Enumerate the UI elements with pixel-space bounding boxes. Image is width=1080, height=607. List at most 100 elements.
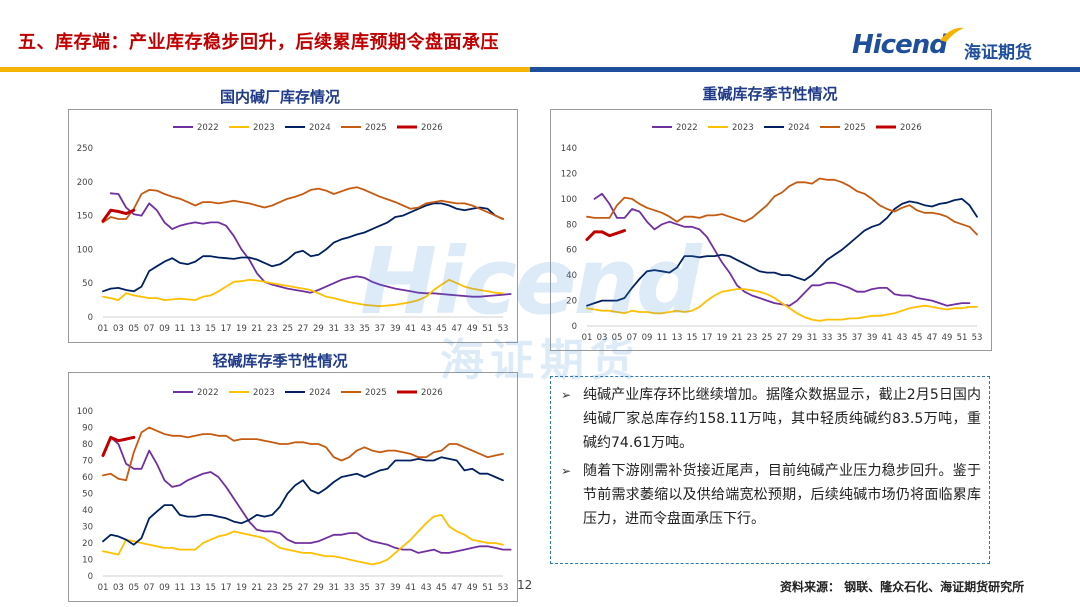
- x-tick-label: 51: [482, 583, 493, 593]
- x-tick-label: 15: [205, 324, 216, 334]
- x-tick-label: 07: [627, 333, 638, 343]
- x-tick-label: 03: [113, 324, 124, 334]
- x-tick-label: 31: [328, 324, 339, 334]
- source-note: 资料来源： 钢联、隆众石化、海证期货研究所: [780, 580, 1025, 594]
- y-tick-label: 100: [77, 407, 93, 417]
- y-tick-label: 100: [77, 245, 93, 255]
- commentary-box: ➢ 纯碱产业库存环比继续增加。据隆众数据显示，截止2月5日国内纯碱厂家总库存约1…: [550, 376, 990, 564]
- x-tick-label: 49: [942, 333, 953, 343]
- series-line-2026: [101, 208, 136, 223]
- x-tick-label: 51: [482, 324, 493, 334]
- y-tick-label: 200: [77, 178, 93, 188]
- chart-title-light: 轻碱库存季节性情况: [212, 352, 348, 370]
- x-tick-label: 19: [236, 324, 247, 334]
- legend-label: 2024: [309, 123, 331, 133]
- x-tick-label: 29: [792, 333, 803, 343]
- x-tick-label: 43: [421, 583, 432, 593]
- x-tick-label: 21: [251, 583, 262, 593]
- x-tick-label: 09: [159, 324, 170, 334]
- x-tick-label: 35: [359, 583, 370, 593]
- x-tick-label: 25: [282, 324, 293, 334]
- page-number: 12: [517, 578, 533, 592]
- legend-label: 2025: [365, 388, 387, 398]
- x-tick-label: 53: [972, 333, 983, 343]
- logo-en: Hicend: [852, 30, 948, 60]
- x-tick-label: 03: [113, 583, 124, 593]
- legend-label: 2026: [900, 123, 922, 133]
- x-tick-label: 33: [344, 583, 355, 593]
- y-tick-label: 120: [561, 169, 577, 179]
- x-tick-label: 33: [344, 324, 355, 334]
- x-tick-label: 21: [251, 324, 262, 334]
- chart-total-svg: 0 50 100 150 200 250 01 03 05 07 09 11 13 15 17 19 21 23 2…: [77, 123, 512, 334]
- x-tick-label: 53: [498, 324, 509, 334]
- x-tick-label: 43: [897, 333, 908, 343]
- series-line-2023: [102, 278, 504, 308]
- x-tick-label: 39: [390, 583, 401, 593]
- logo-cn: 海证期货: [964, 43, 1032, 63]
- y-tick-label: 60: [82, 473, 93, 483]
- x-tick-label: 25: [282, 583, 293, 593]
- series-line-2023: [586, 288, 978, 322]
- x-tick-label: 17: [221, 583, 232, 593]
- series-line-2026: [585, 229, 626, 241]
- page-title: 五、库存端：产业库存稳步回升，后续累库预期令盘面承压: [18, 32, 499, 53]
- legend-label: 2022: [676, 123, 698, 133]
- legend-label: 2023: [732, 123, 754, 133]
- chart-total: 0 50 100 150 200 250 01 03 05 07 09 11 13 15 17 19 21 23 2…: [68, 109, 518, 343]
- x-tick-label: 07: [144, 583, 155, 593]
- x-tick-label: 53: [498, 583, 509, 593]
- x-tick-label: 37: [375, 583, 386, 593]
- x-tick-label: 35: [837, 333, 848, 343]
- commentary-paragraph: ➢ 纯碱产业库存环比继续增加。据隆众数据显示，截止2月5日国内纯碱厂家总库存约1…: [561, 383, 981, 455]
- legend-label: 2024: [309, 388, 331, 398]
- x-tick-label: 11: [657, 333, 668, 343]
- legend-label: 2025: [365, 123, 387, 133]
- x-tick-label: 01: [582, 333, 593, 343]
- x-tick-label: 41: [882, 333, 893, 343]
- header-stripe-blue: [530, 67, 1080, 72]
- y-tick-label: 80: [566, 220, 577, 230]
- y-tick-label: 0: [572, 322, 577, 332]
- x-tick-label: 09: [159, 583, 170, 593]
- legend-label: 2023: [253, 388, 275, 398]
- x-tick-label: 01: [98, 583, 109, 593]
- x-tick-label: 11: [175, 324, 186, 334]
- series-line-2022: [109, 436, 512, 554]
- company-logo: Hicend 海证期货: [852, 24, 1062, 64]
- series-line-2022: [109, 192, 512, 298]
- bullet-arrow-icon: ➢: [561, 464, 572, 478]
- y-tick-label: 20: [82, 539, 93, 549]
- x-tick-label: 19: [236, 583, 247, 593]
- legend-label: 2026: [421, 388, 443, 398]
- y-tick-label: 60: [566, 246, 577, 256]
- legend-label: 2026: [421, 123, 443, 133]
- series-line-2025: [586, 177, 978, 236]
- y-tick-label: 30: [82, 523, 93, 533]
- x-tick-label: 49: [467, 583, 478, 593]
- x-tick-label: 49: [467, 324, 478, 334]
- y-tick-label: 80: [82, 440, 93, 450]
- chart-title-total: 国内碱厂库存情况: [219, 88, 340, 106]
- y-tick-label: 40: [566, 271, 577, 281]
- x-tick-label: 47: [451, 324, 462, 334]
- legend-label: 2024: [788, 123, 810, 133]
- x-tick-label: 27: [298, 583, 309, 593]
- series-line-2024: [586, 198, 978, 307]
- bullet-arrow-icon: ➢: [561, 388, 572, 402]
- x-tick-label: 15: [687, 333, 698, 343]
- commentary-text-2: 随着下游刚需补货接近尾声，目前纯碱产业压力稳步回升。鉴于节前需求萎缩以及供给端宽…: [583, 463, 981, 527]
- x-tick-label: 13: [190, 583, 201, 593]
- x-tick-label: 27: [777, 333, 788, 343]
- x-tick-label: 13: [672, 333, 683, 343]
- x-tick-label: 03: [597, 333, 608, 343]
- x-tick-label: 29: [313, 583, 324, 593]
- x-tick-label: 19: [717, 333, 728, 343]
- series-line-2023: [102, 513, 504, 566]
- series-line-2026: [101, 435, 136, 457]
- x-tick-label: 09: [642, 333, 653, 343]
- legend-label: 2025: [844, 123, 866, 133]
- x-tick-label: 11: [175, 583, 186, 593]
- y-tick-label: 50: [82, 279, 93, 289]
- x-tick-label: 23: [267, 583, 278, 593]
